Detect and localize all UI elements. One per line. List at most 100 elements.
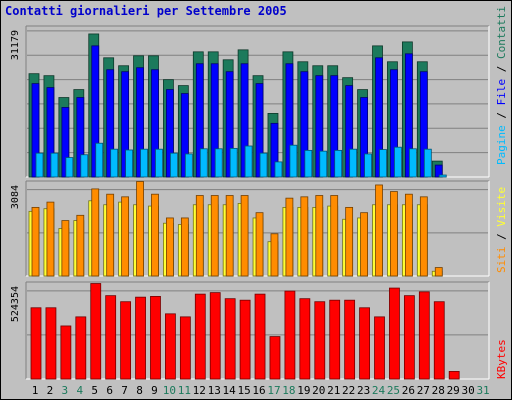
bar-pagine-day-6 xyxy=(110,148,119,178)
bar-kbytes-day-28 xyxy=(433,301,445,380)
bar-kbytes-day-26 xyxy=(403,295,415,380)
bar-kbytes-day-15 xyxy=(239,299,251,380)
panel-tick-label: 31179 xyxy=(10,30,21,60)
bar-kbytes-day-7 xyxy=(120,301,132,380)
bar-file-day-26 xyxy=(404,53,413,178)
bar-kbytes-day-27 xyxy=(418,291,430,380)
panel-visits: 3084 Siti / Visite xyxy=(10,180,508,277)
bar-pagine-day-17 xyxy=(274,161,283,178)
bar-pagine-day-22 xyxy=(349,148,358,178)
bar-file-day-3 xyxy=(61,107,70,178)
bar-file-day-11 xyxy=(180,93,189,178)
legend-text: / xyxy=(495,227,508,247)
bar-pagine-day-10 xyxy=(170,152,178,178)
bar-file-day-1 xyxy=(31,83,40,178)
bar-kbytes-day-2 xyxy=(45,307,57,380)
bar-siti-day-28 xyxy=(434,267,443,277)
bar-file-day-16 xyxy=(255,83,264,178)
x-tick-label-day-1: 1 xyxy=(32,384,39,397)
bar-siti-day-20 xyxy=(315,195,324,277)
x-tick-label-day-18: 18 xyxy=(282,384,295,397)
bar-siti-day-19 xyxy=(300,196,309,277)
x-tick-label-day-19: 19 xyxy=(297,384,310,397)
bar-pagine-day-5 xyxy=(95,142,104,178)
bar-siti-day-5 xyxy=(91,188,100,277)
bar-pagine-day-24 xyxy=(379,149,387,178)
bar-siti-day-9 xyxy=(151,193,159,277)
bar-kbytes-day-4 xyxy=(75,316,87,380)
x-tick-label-day-25: 25 xyxy=(387,384,400,397)
x-tick-label-day-21: 21 xyxy=(327,384,340,397)
x-tick-label-day-20: 20 xyxy=(312,384,325,397)
bar-pagine-day-18 xyxy=(289,144,298,178)
bar-pagine-day-21 xyxy=(334,149,343,178)
bar-siti-day-8 xyxy=(136,181,144,277)
bar-pagine-day-7 xyxy=(125,149,134,178)
x-tick-label-day-3: 3 xyxy=(62,384,69,397)
bar-siti-day-27 xyxy=(419,196,428,277)
x-tick-label-day-7: 7 xyxy=(121,384,128,397)
bar-pagine-day-26 xyxy=(408,148,417,178)
bar-siti-day-23 xyxy=(360,212,368,277)
legend-text: File xyxy=(495,79,508,106)
bar-file-day-28 xyxy=(434,164,443,178)
bar-siti-day-22 xyxy=(345,206,354,277)
bar-file-day-8 xyxy=(136,67,144,178)
bar-file-day-2 xyxy=(46,87,55,178)
legend-text: / xyxy=(495,59,508,79)
bar-file-day-22 xyxy=(345,85,354,178)
x-tick-label-day-8: 8 xyxy=(136,384,143,397)
x-tick-label-day-23: 23 xyxy=(357,384,370,397)
bar-file-day-14 xyxy=(225,71,234,178)
bar-siti-day-12 xyxy=(195,195,204,277)
x-tick-label-day-9: 9 xyxy=(151,384,158,397)
bar-kbytes-day-11 xyxy=(179,316,191,380)
bar-siti-day-13 xyxy=(210,195,219,277)
bar-siti-day-24 xyxy=(375,184,383,277)
panel-legend: Siti / Visite xyxy=(495,187,508,273)
bar-siti-day-6 xyxy=(106,193,115,277)
panel-kbytes: 524354 KBytes xyxy=(10,281,508,380)
bar-kbytes-day-1 xyxy=(30,307,42,380)
bar-kbytes-day-12 xyxy=(194,293,206,380)
bar-siti-day-26 xyxy=(404,193,413,277)
bar-file-day-19 xyxy=(300,71,309,178)
chart-title: Contatti giornalieri per Settembre 2005 xyxy=(5,4,287,18)
bar-siti-day-21 xyxy=(330,195,339,277)
bar-siti-day-18 xyxy=(285,197,294,277)
x-tick-label-day-10: 10 xyxy=(163,384,176,397)
bar-pagine-day-1 xyxy=(35,152,44,178)
x-tick-label-day-17: 17 xyxy=(267,384,280,397)
x-tick-label-day-12: 12 xyxy=(193,384,206,397)
x-tick-label-day-30: 30 xyxy=(462,384,475,397)
x-tick-label-day-13: 13 xyxy=(208,384,221,397)
bar-file-day-7 xyxy=(121,71,130,178)
bar-siti-day-17 xyxy=(270,233,279,277)
bar-file-day-23 xyxy=(360,97,368,178)
bar-kbytes-day-17 xyxy=(269,336,281,380)
bar-kbytes-day-18 xyxy=(284,290,296,380)
bar-kbytes-day-13 xyxy=(209,292,221,380)
x-tick-label-day-6: 6 xyxy=(106,384,113,397)
legend-text: Contatti xyxy=(495,6,508,59)
bar-file-day-6 xyxy=(106,69,115,178)
x-tick-label-day-4: 4 xyxy=(76,384,83,397)
bar-file-day-24 xyxy=(375,57,383,178)
bar-siti-day-14 xyxy=(225,195,234,277)
bar-siti-day-7 xyxy=(121,196,130,277)
x-tick-label-day-28: 28 xyxy=(432,384,445,397)
bar-pagine-day-4 xyxy=(80,154,89,178)
x-tick-label-day-2: 2 xyxy=(47,384,54,397)
bar-kbytes-day-20 xyxy=(314,301,326,380)
bar-pagine-day-14 xyxy=(229,147,238,178)
bar-kbytes-day-10 xyxy=(165,313,176,380)
bar-kbytes-day-22 xyxy=(344,299,356,380)
bar-pagine-day-12 xyxy=(199,148,208,178)
panel-tick-label: 3084 xyxy=(10,185,21,209)
x-tick-label-day-5: 5 xyxy=(91,384,98,397)
x-tick-label-day-16: 16 xyxy=(252,384,265,397)
bar-kbytes-day-14 xyxy=(224,298,236,380)
bar-siti-day-1 xyxy=(31,206,40,277)
bar-pagine-day-25 xyxy=(394,146,402,178)
